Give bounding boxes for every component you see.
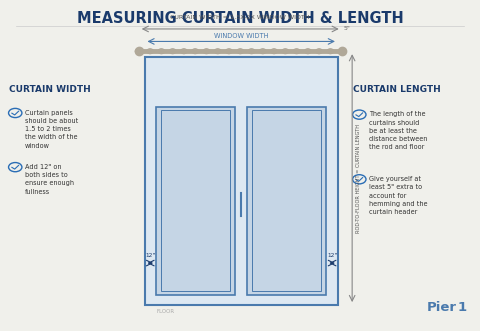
Text: 5": 5" xyxy=(344,26,350,31)
FancyBboxPatch shape xyxy=(247,107,326,295)
Text: WINDOW WIDTH: WINDOW WIDTH xyxy=(214,33,268,39)
Text: Add 12" on
both sides to
ensure enough
fullness: Add 12" on both sides to ensure enough f… xyxy=(25,164,74,195)
FancyBboxPatch shape xyxy=(252,110,321,292)
Text: CURTAIN WIDTH: CURTAIN WIDTH xyxy=(9,85,91,94)
Text: The length of the
curtains should
be at least the
distance between
the rod and f: The length of the curtains should be at … xyxy=(369,111,427,150)
Text: 12": 12" xyxy=(327,253,337,258)
Text: Pier: Pier xyxy=(427,301,457,314)
Text: Curtain panels
should be about
1.5 to 2 times
the width of the
window: Curtain panels should be about 1.5 to 2 … xyxy=(25,110,78,149)
Text: 12": 12" xyxy=(145,253,156,258)
Text: FLOOR: FLOOR xyxy=(156,309,175,314)
FancyBboxPatch shape xyxy=(161,110,230,292)
Text: MEASURING CURTAIN WIDTH & LENGTH: MEASURING CURTAIN WIDTH & LENGTH xyxy=(77,11,403,26)
Text: CURTAIN WIDTH = 1.5X-2X WINDOW WIDTH: CURTAIN WIDTH = 1.5X-2X WINDOW WIDTH xyxy=(170,15,310,20)
Text: Give yourself at
least 5" extra to
account for
hemming and the
curtain header: Give yourself at least 5" extra to accou… xyxy=(369,176,427,215)
Text: ROD-TO-FLOOR HEIGHT = CURTAIN LENGTH: ROD-TO-FLOOR HEIGHT = CURTAIN LENGTH xyxy=(356,124,361,233)
FancyBboxPatch shape xyxy=(144,57,338,305)
FancyBboxPatch shape xyxy=(156,107,236,295)
Text: 1: 1 xyxy=(457,301,467,314)
Text: CURTAIN LENGTH: CURTAIN LENGTH xyxy=(353,85,441,94)
